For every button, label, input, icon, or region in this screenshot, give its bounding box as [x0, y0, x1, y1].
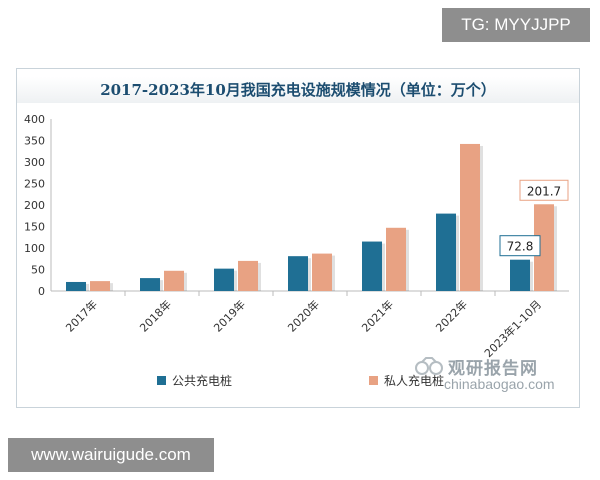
- bar-public-charger: [214, 268, 234, 291]
- chart-title: 2017-2023年10月我国充电设施规模情况（单位：万个）: [100, 81, 496, 99]
- bar-public-charger: [436, 213, 456, 291]
- x-tick-label: 2017年: [63, 297, 100, 334]
- data-label: 72.8: [507, 240, 534, 254]
- bar-public-charger: [288, 256, 308, 291]
- tg-badge: TG: MYYJJPP: [442, 8, 590, 42]
- watermark: 观研报告网 chinabaogao.com: [414, 354, 584, 398]
- x-tick-label: 2019年: [211, 297, 248, 334]
- y-tick-label: 300: [24, 156, 45, 169]
- bar-public-charger: [66, 281, 86, 291]
- data-label-box: [519, 179, 569, 201]
- site-badge: www.wairuigude.com: [8, 438, 214, 472]
- bar-private-charger: [534, 204, 554, 291]
- x-tick-label: 2018年: [137, 297, 174, 334]
- y-tick-label: 250: [24, 178, 45, 191]
- bar-private-charger: [386, 227, 406, 291]
- chart-canvas: 0 50 100 150 200 250 300 350 400 2017年 2018年 2019年 2…: [24, 113, 569, 388]
- chart-frame: 2017-2023年10月我国充电设施规模情况（单位：万个） 0 50 100 150…: [16, 68, 580, 408]
- bar-private-charger: [238, 260, 258, 291]
- data-label: 201.7: [527, 184, 561, 198]
- bar-private-charger: [460, 143, 480, 291]
- y-tick-label: 400: [24, 113, 45, 126]
- legend-swatch: [369, 376, 378, 385]
- bar-private-charger: [90, 281, 110, 291]
- y-tick-label: 0: [38, 285, 45, 298]
- bar-private-charger: [312, 253, 332, 291]
- x-tick-label: 2023年1-10月: [481, 297, 544, 360]
- legend-swatch: [157, 376, 166, 385]
- y-tick-label: 50: [31, 264, 45, 277]
- y-tick-label: 150: [24, 221, 45, 234]
- binoculars-icon: [415, 357, 443, 375]
- y-tick-label: 200: [24, 199, 45, 212]
- bar-public-charger: [510, 259, 530, 291]
- legend-label: 私人充电桩: [384, 373, 444, 388]
- watermark-brand: 观研报告网: [448, 359, 538, 379]
- x-tick-label: 2020年: [285, 297, 322, 334]
- x-tick-label: 2021年: [359, 297, 396, 334]
- y-tick-label: 350: [24, 135, 45, 148]
- legend-label: 公共充电桩: [172, 373, 232, 388]
- title-band: [17, 77, 579, 103]
- watermark-url: chinabaogao.com: [444, 376, 555, 392]
- x-tick-label: 2022年: [433, 297, 470, 334]
- bar-public-charger: [362, 241, 382, 291]
- y-tick-label: 100: [24, 242, 45, 255]
- bar-public-charger: [140, 278, 160, 291]
- data-label-box: [499, 235, 541, 257]
- bar-private-charger: [164, 270, 184, 291]
